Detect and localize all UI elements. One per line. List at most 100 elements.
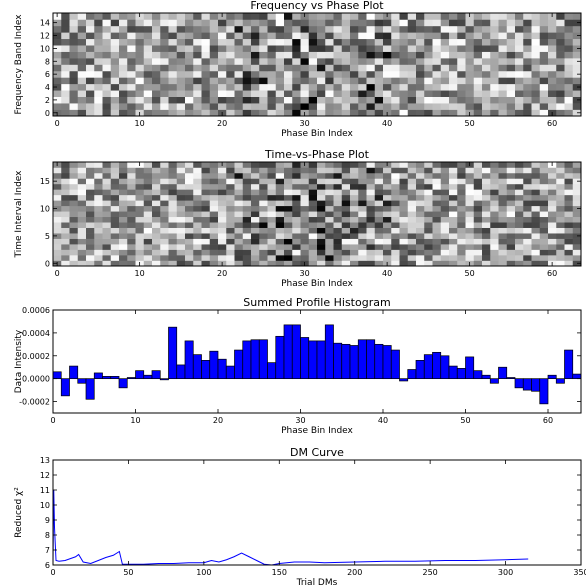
heatmap-cell (209, 162, 219, 168)
heatmap-cell (209, 90, 219, 97)
heatmap-cell (284, 178, 293, 185)
heatmap-cell (201, 58, 211, 65)
heatmap-cell (383, 227, 392, 234)
heatmap-cell (424, 51, 433, 59)
heatmap-cell (209, 51, 219, 59)
heatmap-cell (564, 200, 574, 207)
heatmap-cell (259, 77, 268, 85)
heatmap-cell (127, 32, 136, 40)
heatmap-cell (383, 205, 392, 212)
heatmap-cell (234, 233, 244, 239)
heatmap-cell (457, 167, 466, 174)
heatmap-cell (341, 13, 351, 20)
heatmap-cell (185, 25, 194, 33)
heatmap-cell (556, 211, 565, 218)
heatmap-cell (94, 205, 103, 212)
heatmap-cell (267, 222, 277, 228)
heatmap-cell (300, 70, 310, 78)
heatmap-cell (383, 45, 392, 52)
y-tick-label: 12 (40, 471, 50, 480)
heatmap-cell (523, 90, 532, 97)
heatmap-cell (391, 19, 400, 27)
heatmap-cell (432, 222, 442, 228)
heatmap-cell (506, 96, 516, 104)
heatmap-cell (399, 83, 409, 91)
heatmap-cell (383, 238, 392, 245)
heatmap-cell (135, 238, 145, 245)
heatmap-cell (465, 83, 475, 91)
heatmap-cell (490, 255, 499, 261)
heatmap-cell (482, 255, 491, 261)
heatmap-cell (564, 205, 574, 212)
heatmap-cell (325, 51, 334, 59)
heatmap-cell (416, 90, 425, 97)
heatmap-cell (69, 103, 79, 110)
heatmap-cell (391, 200, 400, 207)
heatmap-cell (432, 96, 442, 104)
heatmap-cell (482, 51, 491, 59)
heatmap-cell (531, 200, 541, 207)
heatmap-cell (515, 109, 524, 117)
heatmap-cell (440, 200, 450, 207)
heatmap-cell (267, 83, 277, 91)
heatmap-cell (259, 96, 268, 104)
heatmap-cell (143, 162, 153, 168)
heatmap-cell (69, 255, 79, 261)
heatmap-cell (556, 83, 565, 91)
heatmap-cell (539, 19, 549, 27)
heatmap-cell (457, 260, 466, 267)
heatmap-cell (300, 83, 310, 91)
heatmap-cell (94, 103, 103, 110)
heatmap-cell (127, 90, 136, 97)
heatmap-cell (564, 178, 574, 185)
heatmap-cell (449, 162, 458, 168)
heatmap-cell (457, 58, 466, 65)
heatmap-cell (366, 19, 376, 27)
heatmap-cell (350, 189, 359, 196)
heatmap-cell (160, 96, 169, 104)
heatmap-cell (506, 205, 516, 212)
heatmap-cell (432, 244, 442, 250)
heatmap-cell (176, 70, 186, 78)
heatmap-cell (284, 96, 293, 104)
heatmap-cell (61, 109, 70, 117)
heatmap-cell (490, 25, 499, 33)
heatmap-cell (473, 32, 483, 40)
heatmap-cell (399, 183, 409, 190)
heatmap-cell (143, 178, 153, 185)
heatmap-cell (94, 58, 103, 65)
heatmap-cell (152, 205, 161, 212)
heatmap-cell (201, 90, 211, 97)
heatmap-cell (259, 64, 268, 72)
heatmap-cell (201, 227, 211, 234)
heatmap-cell (110, 13, 120, 20)
heatmap-cell (201, 64, 211, 72)
heatmap-cell (218, 172, 227, 179)
heatmap-cell (424, 103, 433, 110)
heatmap-cell (440, 13, 450, 20)
heatmap-cell (482, 238, 491, 245)
heatmap-cell (416, 58, 425, 65)
heatmap-cell (523, 103, 532, 110)
heatmap-cell (457, 200, 466, 207)
histogram-bar (341, 343, 351, 380)
heatmap-cell (416, 249, 425, 256)
heatmap-cell (399, 103, 409, 110)
heatmap-cell (176, 183, 186, 190)
heatmap-cell (564, 90, 574, 97)
y-tick-label: 6 (45, 561, 50, 570)
heatmap-cell (350, 45, 359, 52)
heatmap-cell (333, 233, 343, 239)
heatmap-cell (473, 70, 483, 78)
heatmap-cell (325, 103, 334, 110)
heatmap-cell (77, 178, 87, 185)
heatmap-cell (317, 70, 326, 78)
heatmap-cell (143, 38, 153, 46)
heatmap-cell (185, 249, 194, 256)
x-tick-label: 0 (55, 269, 60, 278)
heatmap-cell (506, 244, 516, 250)
heatmap-cell (440, 194, 450, 201)
heatmap-cell (325, 255, 334, 261)
heatmap-cell (350, 211, 359, 218)
